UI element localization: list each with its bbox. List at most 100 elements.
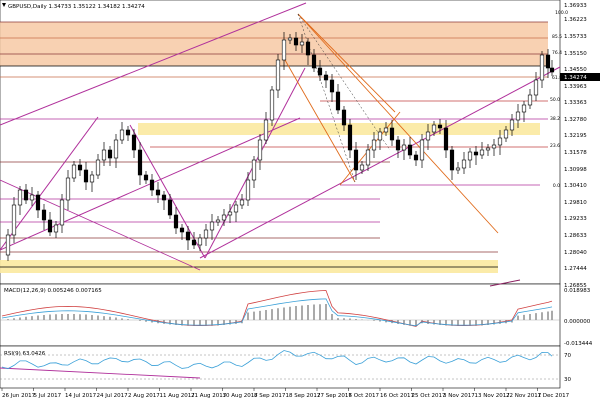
candle-body[interactable] — [521, 104, 527, 113]
candle-body[interactable] — [143, 174, 149, 181]
candlesticks[interactable] — [5, 32, 555, 261]
support-zone — [138, 123, 540, 135]
candle-body[interactable] — [401, 144, 407, 151]
candle-body[interactable] — [23, 189, 29, 201]
candle-body[interactable] — [497, 137, 503, 146]
candle-body[interactable] — [515, 111, 521, 121]
candle-body[interactable] — [71, 164, 77, 179]
candle-body[interactable] — [479, 149, 485, 156]
candle-body[interactable] — [509, 119, 515, 131]
candle-body[interactable] — [101, 149, 107, 161]
candle-body[interactable] — [89, 174, 95, 183]
candle-body[interactable] — [419, 139, 425, 161]
candle-body[interactable] — [239, 199, 245, 206]
candle-body[interactable] — [317, 67, 323, 76]
candle-body[interactable] — [449, 149, 455, 171]
rsi-pane[interactable] — [0, 345, 561, 389]
candle-body[interactable] — [221, 214, 227, 221]
candle-body[interactable] — [17, 189, 23, 206]
candle-body[interactable] — [329, 79, 335, 93]
candle-body[interactable] — [161, 194, 167, 201]
candle-body[interactable] — [365, 149, 371, 166]
candle-body[interactable] — [197, 237, 203, 246]
candle-body[interactable] — [455, 167, 461, 171]
price-tick: 1.27444 — [564, 266, 587, 272]
candle-body[interactable] — [467, 151, 473, 161]
candle-body[interactable] — [503, 129, 509, 139]
candle-body[interactable] — [125, 129, 131, 136]
candle-body[interactable] — [389, 127, 395, 141]
candle-body[interactable] — [323, 74, 329, 81]
candle-body[interactable] — [155, 189, 161, 196]
candle-body[interactable] — [425, 131, 431, 141]
candle-body[interactable] — [77, 164, 83, 171]
candle-body[interactable] — [275, 59, 281, 91]
collapse-arrow-icon[interactable] — [2, 3, 6, 7]
candle-body[interactable] — [83, 169, 89, 183]
candle-body[interactable] — [233, 204, 239, 213]
candle-body[interactable] — [269, 89, 275, 121]
candle-body[interactable] — [95, 159, 101, 176]
candle-body[interactable] — [347, 124, 353, 151]
candle-body[interactable] — [167, 199, 173, 216]
candle-body[interactable] — [383, 127, 389, 133]
candle-body[interactable] — [29, 194, 35, 201]
candle-body[interactable] — [473, 151, 479, 156]
candle-body[interactable] — [461, 159, 467, 169]
candle-body[interactable] — [203, 229, 209, 239]
candle-body[interactable] — [35, 194, 41, 211]
candle-body[interactable] — [65, 177, 71, 201]
candle-body[interactable] — [443, 127, 449, 151]
candle-body[interactable] — [185, 231, 191, 241]
candle-body[interactable] — [371, 139, 377, 151]
candle-body[interactable] — [281, 39, 287, 61]
candle-body[interactable] — [53, 224, 59, 233]
candle-body[interactable] — [137, 149, 143, 176]
candle-body[interactable] — [191, 239, 197, 246]
candle-body[interactable] — [431, 124, 437, 133]
candle-body[interactable] — [119, 129, 125, 141]
candle-body[interactable] — [131, 134, 137, 151]
macd-pane[interactable] — [0, 283, 561, 347]
candle-body[interactable] — [179, 227, 185, 233]
candle-body[interactable] — [335, 91, 341, 111]
candle-body[interactable] — [287, 37, 293, 41]
candle-body[interactable] — [107, 149, 113, 159]
candle-body[interactable] — [47, 219, 53, 233]
candle-body[interactable] — [407, 144, 413, 156]
candle-body[interactable] — [263, 119, 269, 141]
candle-body[interactable] — [293, 37, 299, 46]
candle-body[interactable] — [5, 234, 11, 256]
candle-body[interactable] — [353, 149, 359, 171]
candle-body[interactable] — [11, 204, 17, 236]
candle-body[interactable] — [527, 94, 533, 106]
candle-body[interactable] — [245, 179, 251, 201]
candle-body[interactable] — [215, 219, 221, 223]
candle-body[interactable] — [311, 54, 317, 69]
candle-body[interactable] — [59, 199, 65, 226]
candle-body[interactable] — [413, 154, 419, 161]
candle-body[interactable] — [113, 139, 119, 159]
candle-body[interactable] — [377, 131, 383, 141]
candle-body[interactable] — [305, 41, 311, 56]
candle-body[interactable] — [341, 109, 347, 126]
candle-body[interactable] — [41, 209, 47, 221]
candle-body[interactable] — [395, 139, 401, 151]
candle-body[interactable] — [533, 79, 539, 96]
candle-body[interactable] — [549, 67, 555, 73]
candle-body[interactable] — [485, 147, 491, 151]
candle-body[interactable] — [491, 144, 497, 149]
candle-body[interactable] — [359, 164, 365, 171]
candle-body[interactable] — [539, 54, 545, 81]
candle-body[interactable] — [251, 159, 257, 181]
candle-body[interactable] — [545, 54, 551, 69]
candle-body[interactable] — [257, 139, 263, 161]
price-tick: 1.33963 — [564, 84, 587, 90]
candle-body[interactable] — [437, 124, 443, 129]
candle-body[interactable] — [227, 211, 233, 216]
candle-body[interactable] — [299, 41, 305, 46]
candle-body[interactable] — [173, 214, 179, 229]
candle-body[interactable] — [209, 221, 215, 231]
candle-body[interactable] — [149, 179, 155, 191]
